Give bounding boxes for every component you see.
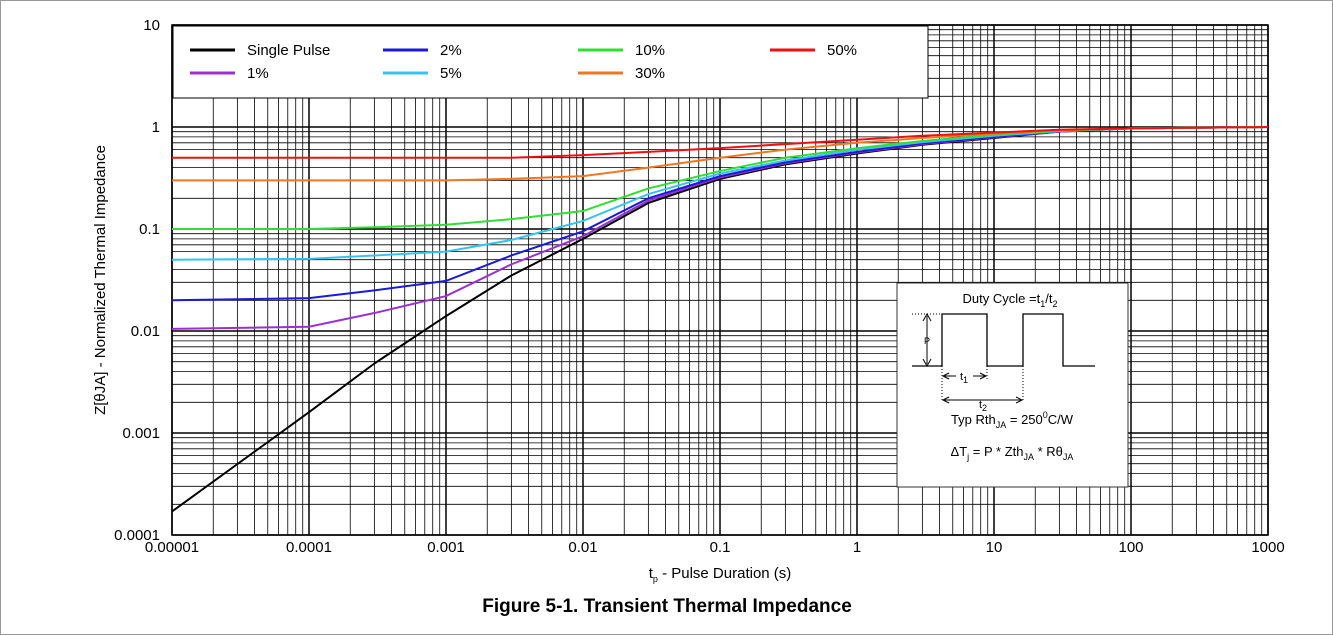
x-tick-label: 0.0001 (286, 539, 332, 556)
legend-label: 2% (440, 42, 462, 59)
text-sup: 0 (1043, 410, 1048, 420)
legend-label: 30% (635, 65, 665, 82)
legend-box (172, 25, 929, 99)
delta-text: ΔTj = P * ZthJA * RθJA (951, 444, 1074, 462)
series-line (172, 126, 1269, 159)
x-tick-label: 0.1 (710, 539, 731, 556)
text-part: * Rθ (1034, 444, 1063, 459)
text-part: t (979, 399, 982, 411)
legend: Single Pulse 1% 2% 5% 10% 30% 50% (172, 25, 929, 99)
rth-text: Typ RthJA = 2500C/W (951, 410, 1074, 430)
text-part: Typ Rth (951, 412, 996, 427)
arrow-t2 (941, 396, 1024, 404)
x-label-part: - Pulse Duration (s) (658, 565, 791, 582)
text-sub: 2 (982, 403, 987, 413)
x-tick-label: 10 (986, 539, 1003, 556)
legend-label: 1% (247, 65, 269, 82)
legend-label: 50% (827, 42, 857, 59)
y-tick-label: 0.001 (122, 425, 160, 442)
x-axis-label: tp - Pulse Duration (s) (649, 565, 792, 584)
text-sub: JA (1063, 452, 1074, 462)
text-sub: JA (1024, 452, 1035, 462)
y-axis-label: Z[θJA] - Normalized Thermal Impedance (92, 145, 109, 415)
x-label-part: t (649, 565, 654, 582)
x-label-sub: p (653, 574, 658, 584)
plot-frame (171, 24, 1269, 536)
chart-title: Figure 5-1. Transient Thermal Impedance (482, 596, 852, 617)
t2-label: t2 (979, 399, 987, 413)
p-label: P (924, 336, 930, 346)
t1-label: t1 (960, 371, 968, 385)
inset-box (896, 282, 1129, 488)
text-part: t (960, 371, 963, 383)
text-sub: 1 (963, 375, 968, 385)
x-tick-label: 100 (1118, 539, 1143, 556)
pulse-train (912, 313, 1095, 367)
text-part: = P * Zth (969, 444, 1023, 459)
y-tick-label: 1 (152, 119, 160, 136)
y-tick-label: 10 (143, 17, 160, 34)
text-sub: 2 (1052, 299, 1057, 309)
text-sub: JA (996, 420, 1007, 430)
text-part: Duty Cycle =t (963, 291, 1041, 306)
text-part: = 250 (1006, 412, 1043, 427)
x-tick-label: 0.001 (427, 539, 465, 556)
legend-label: 5% (440, 65, 462, 82)
duty-cycle: Duty Cycle =t1/t2 (963, 291, 1058, 309)
legend-label: Single Pulse (247, 42, 330, 59)
arrow-p (922, 312, 932, 368)
text-sub: j (966, 452, 969, 462)
inset: Duty Cycle =t1/t2 P t1 t2 Typ RthJA = 25… (896, 282, 1129, 488)
text-sub: 1 (1040, 299, 1045, 309)
y-tick-label: 0.1 (139, 221, 160, 238)
text-part: C/W (1048, 412, 1074, 427)
y-tick-label: 0.0001 (114, 527, 160, 544)
text-part: ΔT (951, 444, 968, 459)
x-tick-label: 0.01 (568, 539, 597, 556)
arrow-t1 (941, 372, 988, 380)
x-tick-label: 1 (853, 539, 861, 556)
legend-label: 10% (635, 42, 665, 59)
y-tick-label: 0.01 (131, 323, 160, 340)
x-tick-label: 1000 (1251, 539, 1284, 556)
text-part: /t (1045, 291, 1053, 306)
x-tick-label: 0.00001 (145, 539, 199, 556)
